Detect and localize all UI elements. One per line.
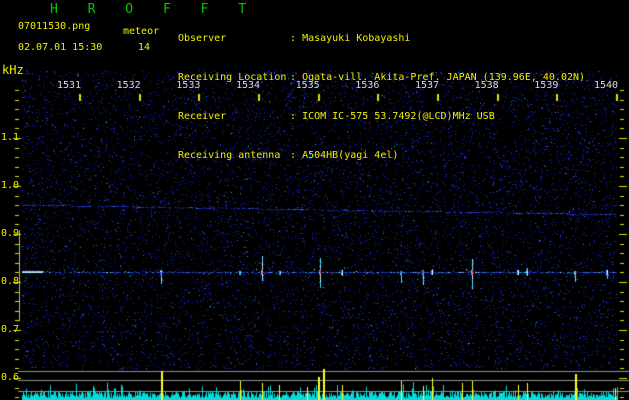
info-label: Observer xyxy=(178,33,227,44)
time-axis-label: 1535 xyxy=(295,80,320,91)
info-row-observer: Observer: Masayuki Kobayashi xyxy=(178,32,585,45)
info-separator: : xyxy=(290,150,297,161)
time-axis-label: 1532 xyxy=(116,80,141,91)
station-info: Observer: Masayuki Kobayashi Receiving L… xyxy=(178,6,585,188)
info-value: A504HB(yagi 4el) xyxy=(302,150,399,161)
output-filename: 07011530.png xyxy=(18,21,91,32)
meteor-count: 14 xyxy=(138,42,151,53)
info-label: Receiving Location xyxy=(178,72,287,83)
app-title: H R O F F T xyxy=(50,2,258,17)
time-axis-label: 1533 xyxy=(176,80,201,91)
observation-datetime: 02.07.01 15:30 xyxy=(18,42,103,53)
info-label: Receiver xyxy=(178,111,227,122)
time-axis-label: 1537 xyxy=(414,80,440,91)
time-axis-label: 1531 xyxy=(56,80,82,91)
info-separator: : xyxy=(290,33,297,44)
info-row-receiver: Receiver: ICOM IC-575 53.7492(@LCD)MHz U… xyxy=(178,110,585,123)
freq-axis-label: 1.0 xyxy=(0,180,19,191)
freq-axis-label: 0.7 xyxy=(0,324,19,335)
time-axis-label: 1539 xyxy=(534,80,559,91)
info-value: Masayuki Kobayashi xyxy=(302,33,411,44)
info-row-location: Receiving Location: Ogata-vill. Akita-Pr… xyxy=(178,71,585,84)
info-row-antenna: Receiving antenna: A504HB(yagi 4el) xyxy=(178,149,585,162)
time-axis-label: 1540 xyxy=(593,80,619,91)
info-label: Receiving antenna xyxy=(178,150,281,161)
info-separator: : xyxy=(290,72,297,83)
time-axis-label: 1536 xyxy=(355,80,380,91)
time-axis-label: 1538 xyxy=(474,80,499,91)
freq-axis-label: 0.8 xyxy=(0,276,19,287)
info-value: ICOM IC-575 53.7492(@LCD)MHz USB xyxy=(302,111,495,122)
mode-label: meteor xyxy=(123,26,160,37)
time-axis-label: 1534 xyxy=(235,80,261,91)
freq-axis-label: 0.9 xyxy=(0,228,19,239)
info-separator: : xyxy=(290,111,297,122)
y-axis-unit-label: kHz xyxy=(2,63,24,77)
info-value: Ogata-vill. Akita-Pref. JAPAN (139.96E, … xyxy=(302,72,586,83)
freq-axis-label: 0.6 xyxy=(0,372,19,383)
freq-axis-label: 1.1 xyxy=(0,132,19,143)
